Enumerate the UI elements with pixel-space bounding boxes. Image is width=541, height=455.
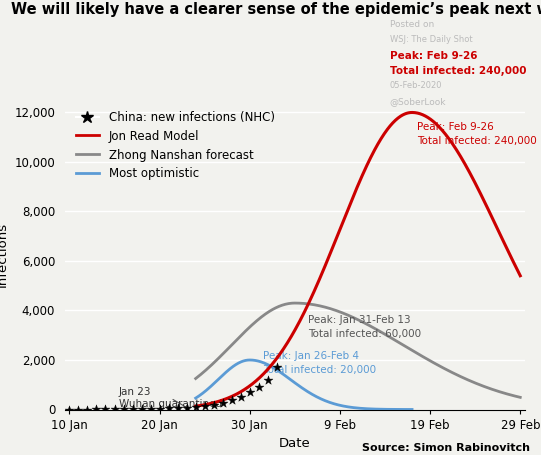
Point xyxy=(155,405,164,412)
Point xyxy=(219,399,227,406)
Point xyxy=(227,396,236,404)
Text: @SoberLook: @SoberLook xyxy=(390,97,446,106)
Point xyxy=(273,364,281,371)
X-axis label: Date: Date xyxy=(279,437,311,450)
Point xyxy=(146,405,155,413)
Legend: China: new infections (NHC), Jon Read Model, Zhong Nanshan forecast, Most optimi: China: new infections (NHC), Jon Read Mo… xyxy=(71,106,279,185)
Text: Jan 23
Wuhan quarantined: Jan 23 Wuhan quarantined xyxy=(119,387,222,409)
Point xyxy=(128,405,137,413)
Point xyxy=(236,394,245,401)
Text: Peak: Jan 31-Feb 13
Total infected: 60,000: Peak: Jan 31-Feb 13 Total infected: 60,0… xyxy=(308,315,421,339)
Text: Peak: Feb 9-26: Peak: Feb 9-26 xyxy=(390,51,477,61)
Point xyxy=(65,406,74,413)
Text: Total infected: 240,000: Total infected: 240,000 xyxy=(390,66,526,76)
Text: Peak: Jan 26-Feb 4
Total infected: 20,000: Peak: Jan 26-Feb 4 Total infected: 20,00… xyxy=(263,351,377,374)
Y-axis label: Infections: Infections xyxy=(0,222,9,288)
Point xyxy=(137,405,146,413)
Point xyxy=(200,402,209,410)
Text: Source: Simon Rabinovitch: Source: Simon Rabinovitch xyxy=(362,443,530,453)
Point xyxy=(173,404,182,412)
Point xyxy=(164,405,173,412)
Point xyxy=(119,406,128,413)
Point xyxy=(182,404,191,411)
Point xyxy=(83,406,92,413)
Point xyxy=(246,389,254,396)
Text: Posted on: Posted on xyxy=(390,20,434,30)
Point xyxy=(192,403,200,410)
Point xyxy=(92,406,101,413)
Point xyxy=(74,406,83,413)
Point xyxy=(101,406,110,413)
Text: We will likely have a clearer sense of the epidemic’s peak next week: We will likely have a clearer sense of t… xyxy=(11,2,541,17)
Point xyxy=(110,406,119,413)
Point xyxy=(209,401,218,408)
Point xyxy=(254,384,263,391)
Text: 05-Feb-2020: 05-Feb-2020 xyxy=(390,81,442,91)
Text: WSJ: The Daily Shot: WSJ: The Daily Shot xyxy=(390,35,472,44)
Point xyxy=(263,376,272,384)
Text: Peak: Feb 9-26
Total infected: 240,000: Peak: Feb 9-26 Total infected: 240,000 xyxy=(417,122,536,146)
